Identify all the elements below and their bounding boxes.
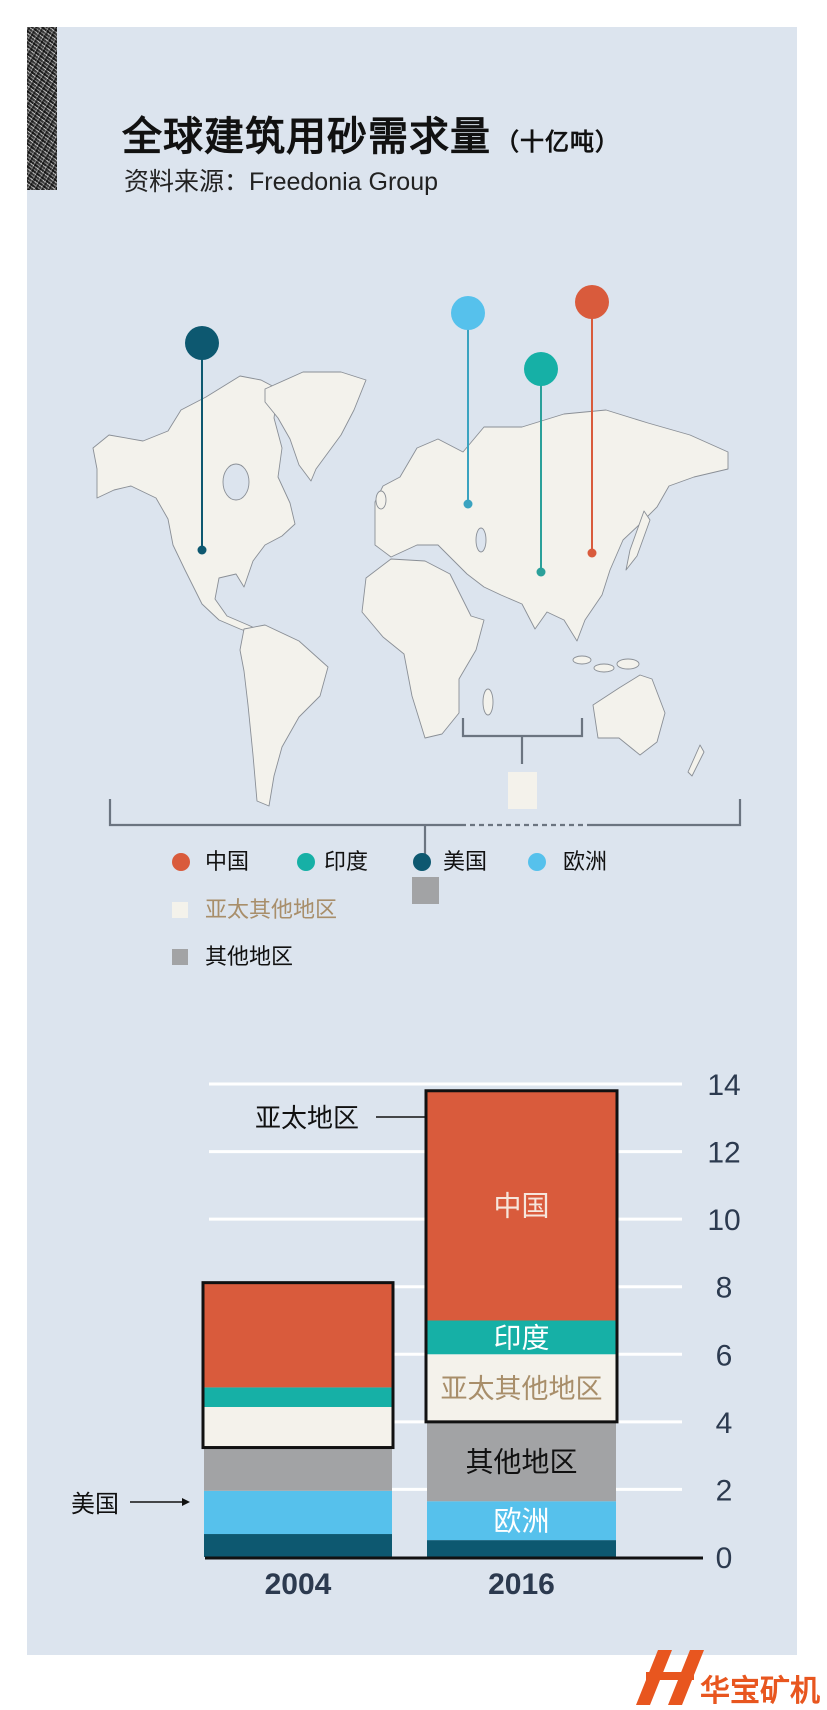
apac-outline <box>201 1281 395 1450</box>
new-zealand <box>687 744 705 777</box>
x-tick-label: 2004 <box>265 1568 332 1601</box>
greenland <box>264 371 367 482</box>
other-regions-marker <box>412 877 439 904</box>
indonesia-1 <box>572 655 592 665</box>
legend-label-europe: 欧洲 <box>563 849 608 874</box>
sand-texture-strip <box>27 27 57 190</box>
bar-segment <box>427 1090 616 1321</box>
logo-slashes-icon <box>636 1650 704 1705</box>
hudson-bay <box>222 463 250 501</box>
legend-label-china: 中国 <box>205 849 250 874</box>
pin-india <box>524 352 558 577</box>
africa <box>361 558 485 739</box>
bar-segment <box>427 1421 616 1502</box>
bar-label: 亚太其他地区 <box>441 1374 603 1404</box>
title-text: 全球建筑用砂需求量 <box>122 115 491 159</box>
bar-segment <box>204 1447 392 1491</box>
arrow-right-icon <box>182 1498 190 1506</box>
bar-label: 中国 <box>493 1191 549 1222</box>
legend-swatch-india <box>297 853 315 871</box>
pin-europe <box>451 296 485 509</box>
unit-label: （十亿吨） <box>495 129 620 156</box>
bar-segment <box>204 1282 392 1388</box>
y-tick-label: 14 <box>707 1069 740 1102</box>
legend-label-other: 其他地区 <box>205 944 294 969</box>
legend-swatch-usa <box>413 853 431 871</box>
madagascar <box>482 688 494 716</box>
new-guinea <box>616 658 640 670</box>
pin-china <box>575 285 609 558</box>
y-tick-label: 0 <box>716 1542 733 1575</box>
legend-swatch-europe <box>528 853 546 871</box>
y-tick-label: 12 <box>707 1137 740 1170</box>
australia <box>592 674 666 756</box>
bar-label: 其他地区 <box>465 1447 577 1478</box>
y-tick-label: 10 <box>707 1204 740 1237</box>
legend-swatch-apac-other <box>172 902 188 918</box>
bar-segment <box>427 1354 616 1422</box>
page-title: 全球建筑用砂需求量 （十亿吨） <box>122 104 620 162</box>
legend-label-india: 印度 <box>324 849 369 874</box>
legend-swatch-other <box>172 949 188 965</box>
y-tick-label: 4 <box>716 1407 733 1440</box>
uk <box>375 490 387 510</box>
source-label: 资料来源：Freedonia Group <box>124 168 439 196</box>
bar-segment <box>427 1540 616 1557</box>
infographic-panel <box>27 27 797 1655</box>
legend-label-apac-other: 亚太其他地区 <box>205 897 338 922</box>
y-tick-label: 6 <box>716 1339 733 1372</box>
bar-segment <box>204 1534 392 1557</box>
japan <box>625 510 651 571</box>
y-tick-label: 8 <box>716 1272 733 1305</box>
usa-annotation: 美国 <box>71 1491 119 1518</box>
bar-segment <box>204 1387 392 1407</box>
eurasia <box>374 409 729 642</box>
y-tick-label: 2 <box>716 1474 733 1507</box>
legend-label-usa: 美国 <box>443 849 488 874</box>
world-bracket <box>108 799 742 855</box>
bar-segment <box>204 1490 392 1535</box>
apac-bracket <box>461 718 584 764</box>
bar-label: 欧洲 <box>493 1506 549 1537</box>
apac-outline <box>424 1089 619 1424</box>
bar-segment <box>204 1406 392 1448</box>
caspian-sea <box>475 527 487 553</box>
bar-segment <box>427 1320 616 1355</box>
pin-usa <box>185 326 219 555</box>
north-america <box>92 375 296 636</box>
south-america <box>239 624 329 807</box>
bar-segment <box>427 1501 616 1541</box>
apac-annotation: 亚太地区 <box>255 1103 359 1133</box>
apac-other-marker <box>508 772 537 809</box>
watermark-text: 华宝矿机 <box>700 1675 820 1708</box>
x-tick-label: 2016 <box>488 1568 555 1601</box>
bar-label: 印度 <box>493 1322 549 1353</box>
legend-swatch-china <box>172 853 190 871</box>
indonesia-2 <box>593 663 615 673</box>
